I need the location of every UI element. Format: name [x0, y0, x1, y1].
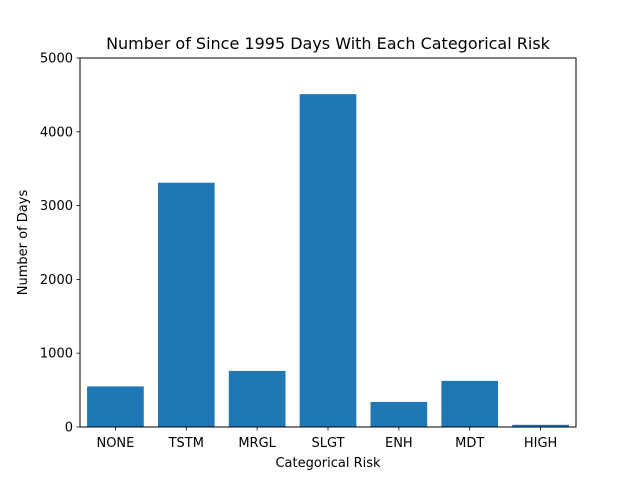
plot-frame	[79, 57, 577, 428]
x-tick-label: MDT	[455, 436, 484, 451]
x-axis-ticks: NONE TSTM MRGL SLGT ENH MDT HIGH	[96, 427, 557, 451]
y-tick-label: 4000	[40, 125, 73, 140]
bar-mrgl	[228, 370, 286, 427]
bar-mdt	[441, 380, 499, 427]
y-tick-label: 5000	[40, 52, 73, 67]
x-tick-label: HIGH	[524, 436, 557, 451]
x-axis-label: Categorical Risk	[275, 456, 381, 471]
x-tick-label: MRGL	[238, 436, 276, 451]
bar-slgt	[299, 94, 357, 428]
bar-high	[512, 424, 569, 427]
y-tick-label: 0	[65, 421, 73, 436]
y-axis-label: Number of Days	[16, 190, 31, 296]
x-tick-label: NONE	[96, 436, 134, 451]
chart-title: Number of Since 1995 Days With Each Cate…	[106, 34, 551, 53]
bars-group	[87, 94, 569, 428]
y-tick-label: 1000	[40, 347, 73, 362]
y-axis-ticks: 0 1000 2000 3000 4000 5000	[40, 52, 80, 436]
y-tick-label: 2000	[40, 273, 73, 288]
x-tick-label: SLGT	[311, 436, 344, 451]
x-tick-label: TSTM	[168, 436, 204, 451]
y-tick-label: 3000	[40, 199, 73, 214]
bar-enh	[370, 401, 428, 427]
x-tick-label: ENH	[385, 436, 413, 451]
bar-tstm	[157, 182, 215, 427]
bar-none	[87, 386, 144, 427]
